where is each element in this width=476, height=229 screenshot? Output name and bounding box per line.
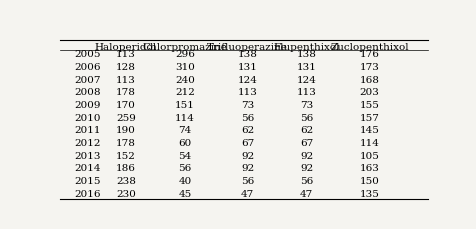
Text: 170: 170	[116, 101, 136, 110]
Text: 2014: 2014	[74, 164, 101, 173]
Text: 45: 45	[178, 190, 191, 199]
Text: 92: 92	[300, 152, 313, 161]
Text: 176: 176	[359, 50, 379, 59]
Text: 113: 113	[116, 76, 136, 85]
Text: Trifluoperazine: Trifluoperazine	[207, 43, 288, 52]
Text: 60: 60	[178, 139, 191, 148]
Text: 310: 310	[175, 63, 195, 72]
Text: 105: 105	[359, 152, 379, 161]
Text: 47: 47	[241, 190, 254, 199]
Text: 73: 73	[241, 101, 254, 110]
Text: 296: 296	[175, 50, 195, 59]
Text: 2005: 2005	[74, 50, 101, 59]
Text: 124: 124	[238, 76, 258, 85]
Text: 138: 138	[297, 50, 317, 59]
Text: 163: 163	[359, 164, 379, 173]
Text: 168: 168	[359, 76, 379, 85]
Text: 157: 157	[359, 114, 379, 123]
Text: 2009: 2009	[74, 101, 101, 110]
Text: 145: 145	[359, 126, 379, 135]
Text: 131: 131	[297, 63, 317, 72]
Text: 92: 92	[300, 164, 313, 173]
Text: 230: 230	[116, 190, 136, 199]
Text: 138: 138	[238, 50, 258, 59]
Text: 238: 238	[116, 177, 136, 186]
Text: 40: 40	[178, 177, 191, 186]
Text: 62: 62	[300, 126, 313, 135]
Text: 114: 114	[359, 139, 379, 148]
Text: 92: 92	[241, 164, 254, 173]
Text: 2012: 2012	[74, 139, 101, 148]
Text: 54: 54	[178, 152, 191, 161]
Text: 67: 67	[241, 139, 254, 148]
Text: 135: 135	[359, 190, 379, 199]
Text: 62: 62	[241, 126, 254, 135]
Text: 124: 124	[297, 76, 317, 85]
Text: 178: 178	[116, 88, 136, 97]
Text: 113: 113	[238, 88, 258, 97]
Text: 113: 113	[297, 88, 317, 97]
Text: Haloperidol: Haloperidol	[95, 43, 157, 52]
Text: 56: 56	[300, 114, 313, 123]
Text: 128: 128	[116, 63, 136, 72]
Text: 178: 178	[116, 139, 136, 148]
Text: Flupenthixol: Flupenthixol	[273, 43, 340, 52]
Text: 2016: 2016	[74, 190, 101, 199]
Text: 2013: 2013	[74, 152, 101, 161]
Text: 92: 92	[241, 152, 254, 161]
Text: 2011: 2011	[74, 126, 101, 135]
Text: 2015: 2015	[74, 177, 101, 186]
Text: 47: 47	[300, 190, 313, 199]
Text: 151: 151	[175, 101, 195, 110]
Text: 74: 74	[178, 126, 191, 135]
Text: 212: 212	[175, 88, 195, 97]
Text: 2007: 2007	[74, 76, 101, 85]
Text: 150: 150	[359, 177, 379, 186]
Text: 56: 56	[300, 177, 313, 186]
Text: Chlorpromazine: Chlorpromazine	[142, 43, 228, 52]
Text: 259: 259	[116, 114, 136, 123]
Text: 203: 203	[359, 88, 379, 97]
Text: 173: 173	[359, 63, 379, 72]
Text: 155: 155	[359, 101, 379, 110]
Text: 56: 56	[241, 114, 254, 123]
Text: 190: 190	[116, 126, 136, 135]
Text: 131: 131	[238, 63, 258, 72]
Text: 186: 186	[116, 164, 136, 173]
Text: Zuclopenthixol: Zuclopenthixol	[330, 43, 409, 52]
Text: 56: 56	[178, 164, 191, 173]
Text: 2006: 2006	[74, 63, 101, 72]
Text: 240: 240	[175, 76, 195, 85]
Text: 73: 73	[300, 101, 313, 110]
Text: 56: 56	[241, 177, 254, 186]
Text: 67: 67	[300, 139, 313, 148]
Text: 2010: 2010	[74, 114, 101, 123]
Text: 114: 114	[175, 114, 195, 123]
Text: 2008: 2008	[74, 88, 101, 97]
Text: 113: 113	[116, 50, 136, 59]
Text: 152: 152	[116, 152, 136, 161]
